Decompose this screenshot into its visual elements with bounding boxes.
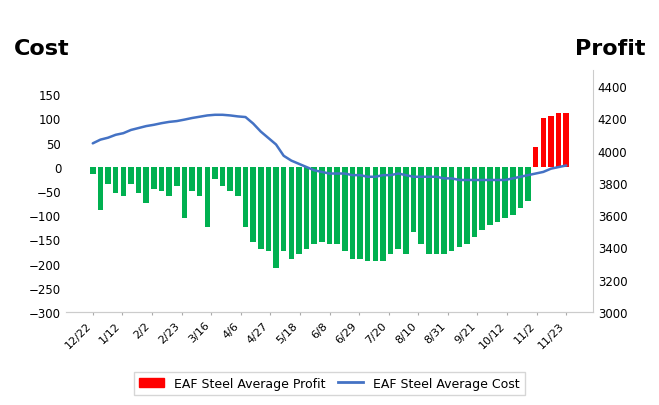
Bar	[449, 167, 455, 252]
Bar	[434, 167, 439, 254]
Bar	[227, 167, 233, 192]
Bar	[411, 167, 416, 232]
Bar	[464, 167, 470, 245]
Bar	[334, 167, 340, 245]
Bar	[540, 119, 546, 167]
Bar	[250, 167, 256, 242]
Bar	[174, 167, 179, 187]
Bar	[136, 167, 141, 194]
Bar	[121, 167, 126, 196]
Bar	[388, 167, 393, 254]
Bar	[304, 167, 309, 249]
Bar	[204, 167, 210, 228]
Bar	[182, 167, 187, 218]
Bar	[380, 167, 386, 262]
Bar	[189, 167, 195, 192]
Bar	[98, 167, 103, 211]
Bar	[258, 167, 264, 249]
Bar	[350, 167, 355, 259]
Bar	[266, 167, 271, 252]
Bar	[403, 167, 409, 254]
Bar	[220, 167, 225, 187]
Bar	[357, 167, 363, 259]
Bar	[289, 167, 294, 259]
Bar	[197, 167, 202, 196]
Bar	[548, 117, 554, 167]
Bar	[372, 167, 378, 262]
Bar	[533, 148, 538, 167]
Bar	[525, 167, 530, 201]
Bar	[495, 167, 500, 223]
Text: Profit: Profit	[575, 39, 646, 59]
Bar	[159, 167, 164, 192]
Bar	[235, 167, 241, 196]
Bar	[327, 167, 332, 245]
Bar	[151, 167, 157, 189]
Bar	[296, 167, 302, 254]
Bar	[144, 167, 149, 204]
Bar	[472, 167, 477, 237]
Bar	[510, 167, 515, 215]
Bar	[556, 114, 561, 167]
Bar	[105, 167, 111, 184]
Bar	[243, 167, 248, 228]
Bar	[319, 167, 325, 242]
Bar	[312, 167, 317, 245]
Bar	[502, 167, 508, 218]
Bar	[426, 167, 432, 254]
Bar	[166, 167, 172, 196]
Bar	[395, 167, 401, 249]
Bar	[480, 167, 485, 230]
Bar	[129, 167, 134, 184]
Text: Cost: Cost	[13, 39, 69, 59]
Bar	[487, 167, 493, 225]
Bar	[563, 114, 569, 167]
Legend: EAF Steel Average Profit, EAF Steel Average Cost: EAF Steel Average Profit, EAF Steel Aver…	[134, 372, 525, 395]
Bar	[273, 167, 279, 269]
Bar	[518, 167, 523, 209]
Bar	[90, 167, 96, 175]
Bar	[342, 167, 347, 252]
Bar	[281, 167, 287, 252]
Bar	[442, 167, 447, 254]
Bar	[457, 167, 462, 247]
Bar	[212, 167, 217, 179]
Bar	[365, 167, 370, 262]
Bar	[113, 167, 119, 194]
Bar	[418, 167, 424, 245]
